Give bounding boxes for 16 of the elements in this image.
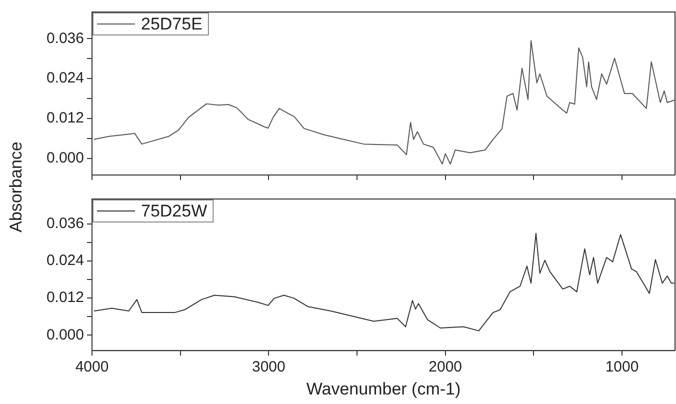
y-tick-label: 0.024 xyxy=(46,252,84,270)
y-tick-label: 0.036 xyxy=(46,30,84,47)
x-tick-label: 3000 xyxy=(252,358,286,376)
legend-label: 25D75E xyxy=(141,14,202,34)
y-axis-title: Absorbance xyxy=(6,142,26,232)
x-tick-label: 1000 xyxy=(605,358,639,376)
legend-label: 75D25W xyxy=(141,202,208,221)
x-tick-label: 2000 xyxy=(428,358,462,376)
y-tick-label: 0.024 xyxy=(46,70,84,87)
y-tick-label: 0.012 xyxy=(46,289,84,306)
y-tick-label: 0.036 xyxy=(46,214,84,232)
x-axis-title: Wavenumber (cm-1) xyxy=(306,379,461,398)
y-tick-label: 0.000 xyxy=(46,326,84,344)
x-tick-label: 4000 xyxy=(75,358,109,376)
y-tick-label: 0.012 xyxy=(46,110,84,127)
y-tick-label: 0.000 xyxy=(46,150,84,167)
